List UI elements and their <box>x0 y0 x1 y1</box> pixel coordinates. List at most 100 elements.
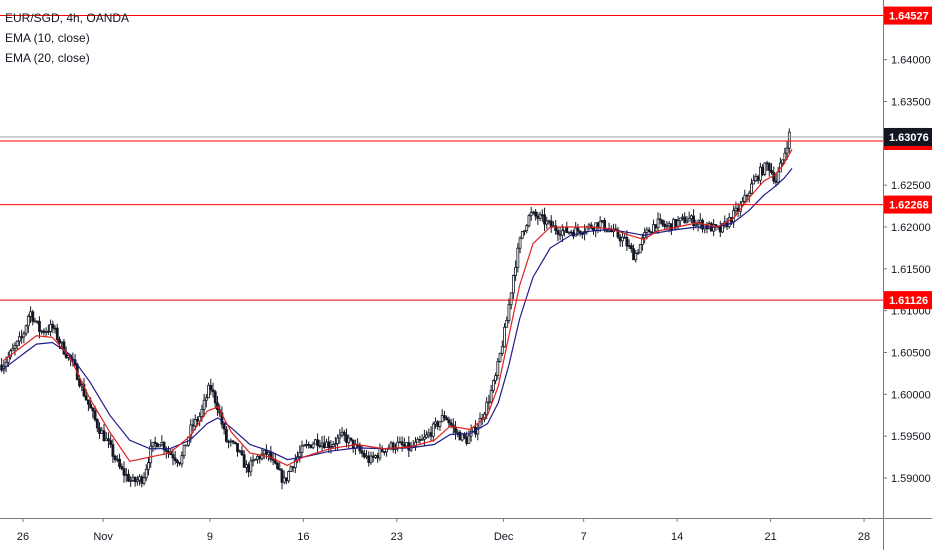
candle-body <box>491 380 495 391</box>
candle-body <box>289 466 293 472</box>
candle-body <box>253 458 257 461</box>
candle-body <box>309 444 313 449</box>
candle-body <box>129 479 133 482</box>
legend-ema-10[interactable]: EMA (10, close) <box>5 31 90 45</box>
candle-body <box>743 194 747 202</box>
candle-body <box>58 339 61 344</box>
candle-body <box>140 476 144 484</box>
candle-body <box>207 384 210 399</box>
candle-body <box>676 220 680 227</box>
candle-body <box>78 379 81 387</box>
candle-body <box>162 442 166 451</box>
candle-body <box>120 466 124 470</box>
candle-body <box>95 419 99 429</box>
price-tick-label: 1.59500 <box>891 431 931 443</box>
candle-body <box>756 176 760 181</box>
candle-body <box>638 244 642 254</box>
candle-body <box>456 431 460 434</box>
candle-body <box>22 333 26 338</box>
candle-body <box>485 401 489 415</box>
candle-body <box>240 450 244 456</box>
candle-body <box>360 450 364 454</box>
candle-body <box>33 320 37 323</box>
candle-body <box>262 449 266 455</box>
candle-body <box>576 227 580 232</box>
candle-body <box>278 468 282 471</box>
time-tick-label: 7 <box>581 531 587 543</box>
candle-body <box>616 229 620 238</box>
candle-body <box>280 469 284 483</box>
candle-body <box>318 445 322 448</box>
candle-body <box>503 326 506 348</box>
candle-body <box>89 403 93 409</box>
candle-body <box>443 415 446 419</box>
candle-body <box>494 375 497 382</box>
candle-body <box>18 336 21 342</box>
candle-body <box>42 330 46 333</box>
candle-body <box>258 456 262 460</box>
candle-body <box>438 421 442 428</box>
candle-body <box>178 462 182 465</box>
candle-body <box>378 447 382 459</box>
candle-body <box>525 225 529 232</box>
candle-body <box>667 223 671 227</box>
candle-body <box>500 346 504 354</box>
candle-body <box>665 225 669 228</box>
candle-body <box>545 220 549 225</box>
candle-body <box>669 223 673 231</box>
candle-body <box>182 444 186 457</box>
candle-body <box>698 219 702 223</box>
time-tick-label: 28 <box>858 531 870 543</box>
candle-body <box>767 163 771 171</box>
last-price-badge: 1.63076 <box>889 132 929 144</box>
candle-body <box>540 214 544 217</box>
level-badge-bg <box>884 195 932 214</box>
candle-body <box>40 330 44 333</box>
candle-body <box>385 448 388 453</box>
candle-body <box>371 455 375 458</box>
candle-body <box>238 450 242 453</box>
candle-body <box>405 442 408 447</box>
candle-body <box>227 440 230 443</box>
candle-body <box>496 360 500 377</box>
candle-body <box>196 418 199 422</box>
candle-body <box>151 441 155 447</box>
candle-body <box>311 443 315 449</box>
candle-body <box>122 468 126 476</box>
candle-body <box>369 455 373 463</box>
legend-ema-20[interactable]: EMA (20, close) <box>5 51 90 65</box>
candle-body <box>285 477 288 482</box>
candle-body <box>763 162 767 175</box>
candle-body <box>189 424 193 438</box>
candle-body <box>694 223 698 226</box>
candle-body <box>391 442 395 450</box>
candle-body <box>15 340 19 347</box>
candle-body <box>678 217 682 222</box>
legend-symbol[interactable]: EUR/SGD, 4h, OANDA <box>5 11 130 25</box>
candle-body <box>231 440 235 443</box>
candle-body <box>0 364 4 371</box>
candle-body <box>422 436 426 440</box>
candle-body <box>305 444 308 446</box>
candle-body <box>447 419 451 424</box>
candle-body <box>298 452 302 458</box>
candle-body <box>362 452 366 458</box>
candle-body <box>400 441 404 446</box>
candle-body <box>402 444 406 447</box>
last-price-badge-bg <box>884 127 932 146</box>
candle-body <box>652 224 655 233</box>
price-tick-label: 1.61500 <box>891 264 931 276</box>
candle-body <box>171 454 175 459</box>
candle-body <box>663 223 667 227</box>
candle-body <box>656 218 660 229</box>
candle-body <box>222 423 226 430</box>
candle-body <box>507 304 511 321</box>
time-axis-labels: 26 Nov 9 16 23 Dec 7 14 21 28 <box>17 531 870 543</box>
candle-body <box>774 180 778 183</box>
candle-body <box>585 226 589 232</box>
candle-body <box>458 431 462 441</box>
candle-body <box>29 311 32 317</box>
time-tick-label: Nov <box>93 531 113 543</box>
candle-body <box>556 230 560 235</box>
